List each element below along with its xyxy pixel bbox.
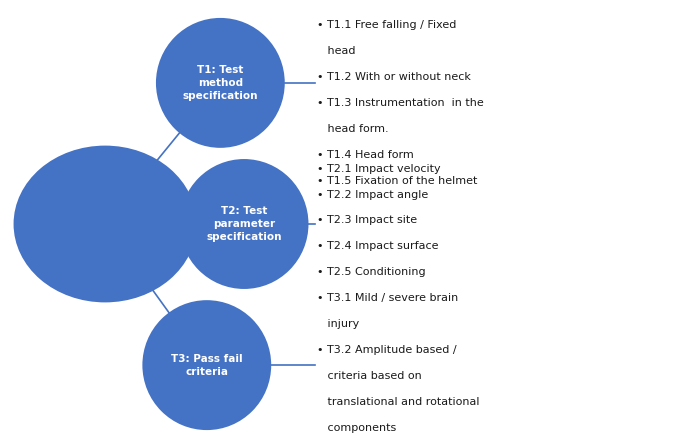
Text: • T1.4 Head form: • T1.4 Head form [317,150,414,160]
Text: • T2.4 Impact surface: • T2.4 Impact surface [317,241,439,251]
Text: • T3.2 Amplitude based /: • T3.2 Amplitude based / [317,345,457,355]
Text: T2: Test
parameter
specification: T2: Test parameter specification [206,206,282,242]
Ellipse shape [14,146,197,302]
Ellipse shape [156,18,285,148]
Text: criteria based on: criteria based on [317,371,422,381]
Text: • T1.1 Free falling / Fixed: • T1.1 Free falling / Fixed [317,20,457,30]
Text: • T1.3 Instrumentation  in the: • T1.3 Instrumentation in the [317,98,484,108]
Text: • T2.3 Impact site: • T2.3 Impact site [317,215,418,225]
Ellipse shape [180,159,308,289]
Text: • T2.5 Conditioning: • T2.5 Conditioning [317,267,426,277]
Text: head form.: head form. [317,124,389,134]
Text: • T2.2 Impact angle: • T2.2 Impact angle [317,190,428,199]
Text: components: components [317,423,397,433]
Text: T3: Pass fail
criteria: T3: Pass fail criteria [171,353,243,377]
Text: translational and rotational: translational and rotational [317,397,480,407]
Text: • T1.5 Fixation of the helmet: • T1.5 Fixation of the helmet [317,176,478,186]
Text: • T1.2 With or without neck: • T1.2 With or without neck [317,72,471,82]
Text: • T3.1 Mild / severe brain: • T3.1 Mild / severe brain [317,293,458,303]
Text: injury: injury [317,319,359,329]
Text: T1: Test
method
specification: T1: Test method specification [182,65,258,101]
Text: • T2.1 Impact velocity: • T2.1 Impact velocity [317,164,441,173]
Text: head: head [317,46,356,56]
Ellipse shape [142,300,271,430]
